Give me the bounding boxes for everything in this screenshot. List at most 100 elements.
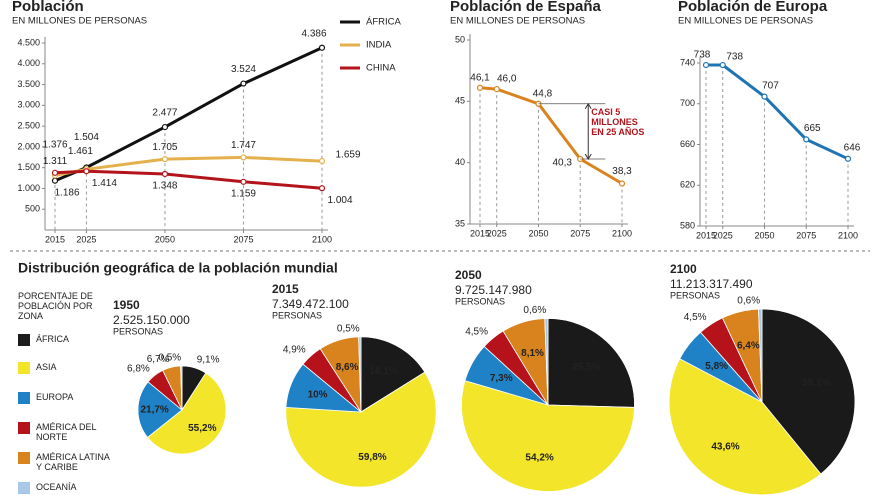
pie-total: 7.349.472.100 (272, 297, 349, 311)
value-label: 1.414 (92, 178, 117, 189)
x-tick-label: 2075 (796, 230, 816, 240)
value-label: 54,2% (525, 453, 553, 464)
pie-total: 2.525.150.000 (113, 313, 190, 327)
legend-label: ÁFRICA (36, 334, 70, 344)
value-label: 46,1 (470, 72, 490, 83)
series-line (706, 63, 849, 161)
y-tick-label: 40 (455, 157, 465, 167)
data-point (83, 168, 90, 175)
value-label: 738 (694, 50, 711, 61)
value-label: 43,6% (711, 441, 739, 452)
series-line (54, 46, 323, 183)
legend-label: CHINA (366, 63, 396, 74)
value-label: 1.747 (231, 140, 256, 151)
x-tick-label: 2015 (470, 228, 490, 238)
value-label: 59,8% (358, 452, 386, 463)
data-point (240, 154, 247, 161)
value-label: 1.504 (74, 132, 99, 143)
value-label: 46,0 (497, 74, 517, 85)
pie-outline (137, 365, 227, 455)
value-label: 4,5% (684, 312, 707, 323)
x-tick-label: 2025 (76, 234, 96, 244)
pie-outline (285, 336, 437, 488)
value-label: 10% (308, 390, 328, 401)
y-tick-label: 35 (455, 218, 465, 228)
y-tick-label: 2.000 (17, 141, 40, 151)
pie-total: 11.213.317.490 (670, 277, 753, 291)
value-label: 1.705 (152, 142, 177, 153)
data-point (719, 61, 726, 69)
x-tick-label: 2075 (233, 234, 253, 244)
value-label: 1.311 (43, 156, 68, 167)
value-label: 6,7% (147, 354, 170, 365)
y-tick-label: 1.500 (17, 162, 40, 172)
value-label: 40,3 (553, 158, 573, 169)
data-point (761, 93, 768, 100)
legend-label: AMÉRICA DEL NORTE (36, 422, 97, 442)
annotation: CASI 5 MILLONES EN 25 AÑOS (591, 106, 645, 137)
y-tick-label: 50 (455, 34, 465, 44)
y-tick-label: 4.500 (17, 37, 40, 47)
legend-label: ÁFRICA (366, 17, 402, 28)
legend-swatch (18, 452, 30, 464)
data-point (240, 178, 247, 185)
value-label: 38,3 (612, 166, 632, 177)
legend-swatch (18, 422, 30, 434)
value-label: 0,6% (523, 305, 546, 316)
pie-year: 2015 (272, 282, 299, 296)
pie-total: 9.725.147.980 (455, 283, 532, 297)
chart-title: Población de España (450, 0, 602, 15)
x-tick-label: 2050 (528, 228, 548, 238)
value-label: 646 (844, 142, 861, 153)
chart-title: Distribución geográfica de la población … (18, 260, 338, 276)
value-label: 9,1% (197, 355, 220, 366)
value-label: 39,1% (802, 377, 830, 388)
pie-year: 2050 (455, 268, 482, 282)
y-tick-label: 4.000 (17, 58, 40, 68)
value-label: 0,5% (337, 323, 360, 334)
data-point (702, 61, 710, 69)
value-label: 1.376 (42, 139, 67, 150)
value-label: 3.524 (231, 64, 256, 75)
data-point (844, 155, 852, 162)
value-label: 1.159 (231, 188, 256, 199)
value-label: 55,2% (188, 423, 216, 434)
value-label: 21,7% (140, 404, 168, 415)
value-label: 4,9% (283, 344, 306, 355)
value-label: 4.386 (301, 28, 326, 39)
data-point (240, 80, 247, 87)
x-tick-label: 2025 (487, 228, 507, 238)
pie-year: 2100 (670, 262, 697, 276)
annotation-arrow (584, 102, 592, 160)
pie-unit: PERSONAS (670, 290, 720, 300)
data-point (318, 44, 326, 51)
y-tick-label: 500 (25, 204, 40, 214)
data-point (493, 85, 500, 93)
value-label: 707 (762, 80, 779, 91)
chart-subtitle: EN MILLONES DE PERSONAS (678, 16, 813, 27)
x-tick-label: 2100 (838, 230, 858, 240)
legend-swatch (18, 362, 30, 374)
value-label: 0,5% (158, 353, 181, 364)
value-label: 738 (726, 52, 743, 63)
value-label: 25,5% (572, 362, 600, 373)
legend-title: PORCENTAJE DE POBLACIÓN POR ZONA (18, 291, 93, 321)
data-point (476, 84, 484, 91)
value-label: 665 (804, 123, 821, 134)
legend-swatch (18, 392, 30, 404)
chart-title: Población (12, 0, 84, 15)
data-point (618, 180, 626, 187)
x-tick-label: 2025 (713, 230, 733, 240)
x-tick-label: 2050 (754, 230, 774, 240)
value-label: 6,4% (737, 341, 760, 352)
value-label: 44,8 (533, 88, 553, 99)
data-point (51, 169, 59, 176)
value-label: 8,1% (521, 348, 544, 359)
y-tick-label: 3.000 (17, 100, 40, 110)
value-label: 0,6% (737, 296, 760, 307)
x-tick-label: 2050 (155, 234, 175, 244)
data-point (51, 177, 59, 184)
legend-label: AMÉRICA LATINA Y CARIBE (36, 452, 110, 472)
